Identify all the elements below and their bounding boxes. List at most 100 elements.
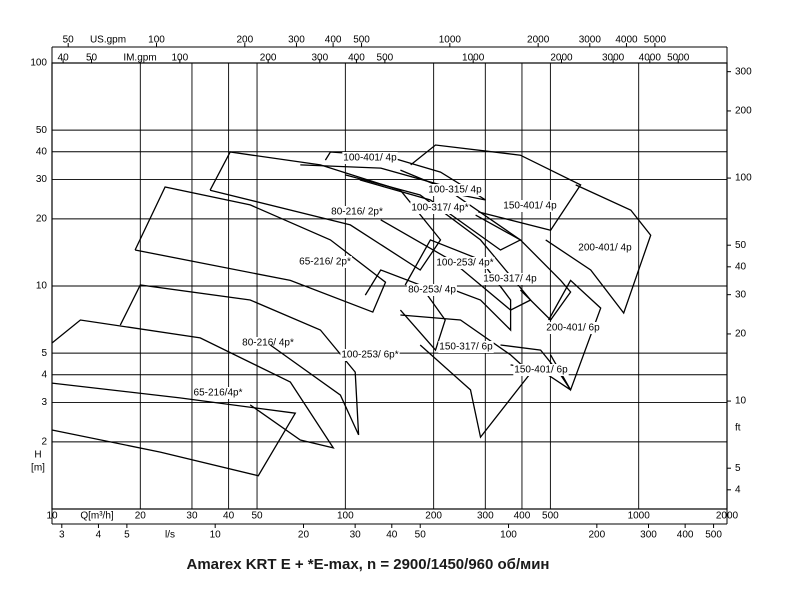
curve-label-bg xyxy=(241,337,295,349)
x-tick-label: 400 xyxy=(514,511,531,522)
x-tick-label: 200 xyxy=(425,511,442,522)
bottom-tick-label: 20 xyxy=(298,530,310,541)
x-tick-label: 20 xyxy=(135,511,147,522)
x-tick-label: 500 xyxy=(542,511,559,522)
pump-curve xyxy=(545,184,652,315)
y-tick-label: 5 xyxy=(41,348,47,359)
top-tick-label: 4000 xyxy=(639,53,662,64)
bottom-tick-label: 3 xyxy=(59,530,65,541)
top-tick-label: 1000 xyxy=(462,53,485,64)
pump-curve xyxy=(51,382,297,477)
y-axis-label: [m] xyxy=(31,463,45,474)
x-tick-label: 2000 xyxy=(716,511,739,522)
y-tick-label: 50 xyxy=(36,125,48,136)
top-tick-label: 40 xyxy=(58,53,70,64)
x-tick-label: 10 xyxy=(46,511,58,522)
top-tick-label: 200 xyxy=(260,53,277,64)
top-tick-label: 400 xyxy=(325,35,342,46)
curve-label: 100-253/ 4p* xyxy=(436,258,493,269)
curve-label-bg xyxy=(342,152,398,164)
pump-curve xyxy=(548,279,602,392)
curve-label-bg xyxy=(427,184,483,196)
bottom-axis-label: l/s xyxy=(165,530,175,541)
top-tick-label: 5000 xyxy=(644,35,667,46)
top-tick-label: 500 xyxy=(377,53,394,64)
pump-curve xyxy=(134,186,387,313)
top-tick-label: 4000 xyxy=(615,35,638,46)
pump-curve xyxy=(404,239,512,332)
top-tick-label: 50 xyxy=(63,35,75,46)
y2-tick-label: 40 xyxy=(735,261,747,272)
y-tick-label: 30 xyxy=(36,174,48,185)
pump-curve xyxy=(209,151,442,271)
y2-tick-label: 300 xyxy=(735,66,752,77)
top-tick-label: 1000 xyxy=(439,35,462,46)
y2-tick-label: 200 xyxy=(735,106,752,117)
top-axis-label: IM.gpm xyxy=(123,53,156,64)
curve-label: 100-401/ 4p xyxy=(343,153,397,164)
bottom-tick-label: 500 xyxy=(705,530,722,541)
curve-label-bg xyxy=(330,206,384,218)
x-tick-label: 30 xyxy=(186,511,198,522)
x-tick-label: 50 xyxy=(251,511,263,522)
top-axis-label: US.gpm xyxy=(90,35,126,46)
bottom-tick-label: 4 xyxy=(96,530,102,541)
y-tick-label: 4 xyxy=(41,369,47,380)
top-tick-label: 50 xyxy=(86,53,98,64)
top-tick-label: 3000 xyxy=(579,35,602,46)
bottom-tick-label: 50 xyxy=(415,530,427,541)
y2-tick-label: 50 xyxy=(735,240,747,251)
curve-label-bg xyxy=(438,341,494,353)
top-tick-label: 100 xyxy=(171,53,188,64)
bottom-tick-label: 200 xyxy=(588,530,605,541)
curve-label-bg xyxy=(298,256,352,268)
curve-label: 150-401/ 4p xyxy=(503,201,557,212)
curve-label-bg xyxy=(577,242,633,254)
curve-label-bg xyxy=(340,349,400,361)
y2-axis-label: ft xyxy=(735,423,741,434)
curve-label: 150-317/ 4p xyxy=(483,274,537,285)
top-tick-label: 3000 xyxy=(602,53,625,64)
top-tick-label: 2000 xyxy=(550,53,573,64)
curve-label: 100-253/ 6p* xyxy=(341,350,398,361)
bottom-tick-label: 10 xyxy=(210,530,222,541)
pump-curve xyxy=(51,319,335,449)
pump-curve xyxy=(364,269,446,352)
bottom-tick-label: 300 xyxy=(640,530,657,541)
chart-title: Amarex KRT E + *E-max, n = 2900/1450/960… xyxy=(187,556,550,573)
curve-label-bg xyxy=(513,364,569,376)
y-tick-label: 10 xyxy=(36,281,48,292)
top-tick-label: 5000 xyxy=(667,53,690,64)
curve-label-bg xyxy=(407,284,457,296)
curve-label-bg xyxy=(435,257,495,269)
curve-label-bg xyxy=(482,273,538,285)
top-tick-label: 2000 xyxy=(527,35,550,46)
top-tick-label: 300 xyxy=(311,53,328,64)
y-tick-label: 40 xyxy=(36,146,48,157)
y-tick-label: 2 xyxy=(41,437,47,448)
x-tick-label: 300 xyxy=(477,511,494,522)
x-tick-label: 40 xyxy=(223,511,235,522)
y-tick-label: 3 xyxy=(41,397,47,408)
y2-tick-label: 100 xyxy=(735,173,752,184)
y-axis-label: H xyxy=(34,450,41,461)
bottom-tick-label: 400 xyxy=(677,530,694,541)
curve-label-bg xyxy=(192,387,244,399)
y2-tick-label: 20 xyxy=(735,329,747,340)
bottom-tick-label: 40 xyxy=(386,530,398,541)
curve-label: 150-401/ 6p xyxy=(514,365,568,376)
bottom-tick-label: 30 xyxy=(350,530,362,541)
top-tick-label: 200 xyxy=(236,35,253,46)
pump-curve xyxy=(119,284,360,436)
x-tick-label: 100 xyxy=(337,511,354,522)
curve-label: 150-317/ 6p xyxy=(439,342,493,353)
bottom-tick-label: 100 xyxy=(500,530,517,541)
curve-label: 200-401/ 4p xyxy=(578,243,632,254)
curve-label: 100-315/ 4p xyxy=(428,185,482,196)
pump-curve xyxy=(475,214,572,322)
curve-label: 80-216/ 2p* xyxy=(331,207,383,218)
top-tick-label: 300 xyxy=(288,35,305,46)
curve-label: 80-253/ 4p xyxy=(408,285,456,296)
